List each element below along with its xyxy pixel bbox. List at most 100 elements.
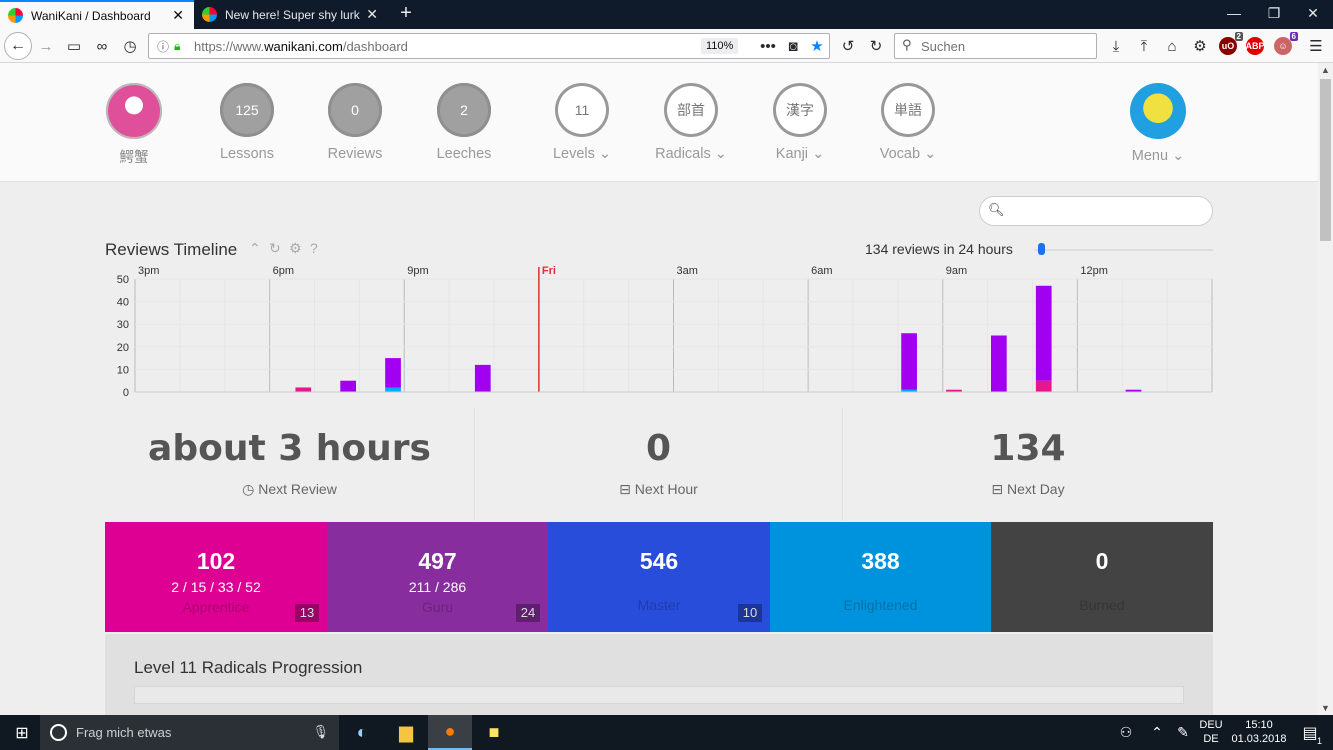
srs-master[interactable]: 546 Master 10 <box>548 522 770 632</box>
reload-icon[interactable]: ↻ <box>869 38 883 55</box>
slider-handle[interactable] <box>1038 243 1045 255</box>
extension-icon[interactable]: ☺ 6 <box>1274 32 1298 55</box>
vocab-dropdown[interactable]: Vocab ⌄ <box>863 146 953 162</box>
review-bar-purple <box>901 333 917 390</box>
menu-nav[interactable]: Menu ⌄ <box>1113 83 1203 164</box>
levels-label: Levels <box>552 146 595 162</box>
back-history-icon[interactable]: ↺ <box>841 38 855 55</box>
web-search-input[interactable]: ⚲ Suchen <box>894 33 1097 59</box>
user-profile[interactable]: 鰐蟹 <box>89 83 179 167</box>
private-mask-icon[interactable]: ∞ <box>96 37 108 55</box>
ublock-icon[interactable]: uO 2 <box>1219 32 1243 55</box>
lessons-count[interactable]: 125 <box>220 83 274 137</box>
back-arrow-icon[interactable]: ← <box>4 32 32 60</box>
levels-dropdown[interactable]: Levels ⌄ <box>537 146 627 162</box>
settings-gear-icon[interactable]: ⚙ <box>1193 38 1207 55</box>
x-tick-label: Fri <box>542 265 556 277</box>
kanji-glyph[interactable]: 漢字 <box>773 83 827 137</box>
app-icon[interactable]: ◐ <box>356 722 368 742</box>
apprentice-label: Apprentice <box>182 599 250 615</box>
home-icon[interactable]: ⌂ <box>1167 37 1177 55</box>
radicals-nav[interactable]: 部首 Radicals ⌄ <box>646 83 736 162</box>
kanji-nav[interactable]: 漢字 Kanji ⌄ <box>755 83 845 162</box>
scroll-up-icon[interactable]: ▲ <box>1321 65 1330 75</box>
guru-breakdown: 211 / 286 <box>408 579 467 595</box>
refresh-icon[interactable]: ↻ <box>269 240 281 256</box>
vocab-nav[interactable]: 単語 Vocab ⌄ <box>863 83 953 162</box>
sticky-notes-icon[interactable]: ■ <box>488 722 500 742</box>
close-window-icon[interactable]: ✕ <box>1307 5 1319 21</box>
forward-arrow-icon[interactable]: → <box>38 37 54 55</box>
leeches-nav[interactable]: 2 Leeches <box>419 83 509 162</box>
levels-count[interactable]: 11 <box>555 83 609 137</box>
firefox-icon[interactable]: ● <box>428 715 472 750</box>
new-tab-icon[interactable]: + <box>400 2 412 24</box>
leeches-label[interactable]: Leeches <box>436 146 492 162</box>
timeline-range-slider[interactable] <box>1035 243 1213 255</box>
help-icon[interactable]: ? <box>310 240 318 256</box>
zoom-indicator[interactable]: 110% <box>701 38 739 54</box>
radicals-glyph[interactable]: 部首 <box>664 83 718 137</box>
scrollbar-thumb[interactable] <box>1320 79 1331 241</box>
history-clock-icon[interactable]: ◷ <box>123 38 137 55</box>
menu-dropdown[interactable]: Menu ⌄ <box>1113 148 1203 164</box>
next-review-label: Next Review <box>258 481 337 497</box>
chevron-up-icon[interactable]: ⌃ <box>1151 724 1163 740</box>
windows-start-icon[interactable]: ⊞ <box>15 724 29 742</box>
levels-nav[interactable]: 11 Levels ⌄ <box>537 83 627 162</box>
url-text: https://www.wanikani.com/dashboard <box>194 38 408 54</box>
clock-icon: ◷ <box>242 481 255 497</box>
page-actions-icon[interactable]: ••• <box>760 37 776 55</box>
info-icon[interactable]: ⓘ <box>157 39 170 54</box>
vocab-glyph[interactable]: 単語 <box>881 83 935 137</box>
clock[interactable]: 15:10 01.03.2018 <box>1231 719 1287 745</box>
people-icon[interactable]: ⚇ <box>1119 724 1133 740</box>
collapse-chevron-icon[interactable]: ⌃ <box>249 240 261 256</box>
next-review-value: about 3 hours <box>148 428 431 469</box>
tab-forum-post[interactable]: New here! Super shy lurker! - C ✕ <box>194 0 388 29</box>
minimize-icon[interactable]: — <box>1227 5 1241 21</box>
cortana-placeholder: Frag mich etwas <box>76 725 172 740</box>
reviews-count[interactable]: 0 <box>328 83 382 137</box>
close-tab-icon[interactable]: ✕ <box>366 6 378 22</box>
tab-wanikani-dashboard[interactable]: WaniKani / Dashboard ✕ <box>0 0 194 29</box>
leeches-count[interactable]: 2 <box>437 83 491 137</box>
dashboard-header: 鰐蟹 125 Lessons 0 Reviews 2 Leeches 11 Le… <box>0 63 1318 182</box>
scroll-down-icon[interactable]: ▼ <box>1321 703 1330 713</box>
bookmark-star-icon[interactable]: ★ <box>810 38 824 55</box>
wanikani-favicon-icon <box>8 8 23 23</box>
menu-avatar[interactable] <box>1130 83 1186 139</box>
pocket-icon[interactable]: ◙ <box>788 37 798 55</box>
restore-icon[interactable]: ❐ <box>1267 5 1281 21</box>
library-icon[interactable]: ▭ <box>66 38 82 55</box>
settings-gear-icon[interactable]: ⚙ <box>289 240 302 256</box>
lessons-label[interactable]: Lessons <box>219 146 274 162</box>
srs-enlightened[interactable]: 388 Enlightened <box>770 522 991 632</box>
hamburger-menu-icon[interactable]: ☰ <box>1309 38 1323 55</box>
kanji-dropdown[interactable]: Kanji ⌄ <box>755 146 845 162</box>
language-indicator[interactable]: DEU DE <box>1199 719 1223 745</box>
srs-apprentice[interactable]: 102 2 / 15 / 33 / 52 Apprentice 13 <box>105 522 327 632</box>
reviews-label[interactable]: Reviews <box>327 146 383 162</box>
menu-label: Menu <box>1131 148 1169 164</box>
cortana-search[interactable]: Frag mich etwas 🎙︎ <box>40 715 339 750</box>
microphone-icon[interactable]: 🎙︎ <box>312 724 329 739</box>
address-bar[interactable]: ⓘ 🔒︎ https://www.wanikani.com/dashboard … <box>148 33 830 59</box>
reviews-24h-summary: 134 reviews in 24 hours <box>865 241 1013 257</box>
close-tab-icon[interactable]: ✕ <box>172 7 184 23</box>
adblock-plus-icon[interactable]: ABP <box>1246 37 1265 55</box>
notification-center-icon[interactable]: ▤ 1 <box>1302 724 1322 747</box>
lessons-nav[interactable]: 125 Lessons <box>202 83 292 162</box>
srs-guru[interactable]: 497 211 / 286 Guru 24 <box>327 522 548 632</box>
radicals-dropdown[interactable]: Radicals ⌄ <box>646 146 736 162</box>
page-scrollbar[interactable]: ▲ ▼ <box>1318 63 1333 715</box>
lock-icon[interactable]: 🔒︎ <box>174 38 181 53</box>
user-avatar[interactable] <box>106 83 162 139</box>
download-icon[interactable]: ⤓ <box>1112 37 1120 55</box>
upload-icon[interactable]: ⤒ <box>1140 37 1148 55</box>
pen-icon[interactable]: ✎ <box>1177 724 1189 740</box>
srs-burned[interactable]: 0 Burned <box>991 522 1213 632</box>
item-search-input[interactable]: 🔍︎ <box>979 196 1213 226</box>
file-explorer-icon[interactable]: ▆ <box>399 722 413 742</box>
reviews-nav[interactable]: 0 Reviews <box>310 83 400 162</box>
